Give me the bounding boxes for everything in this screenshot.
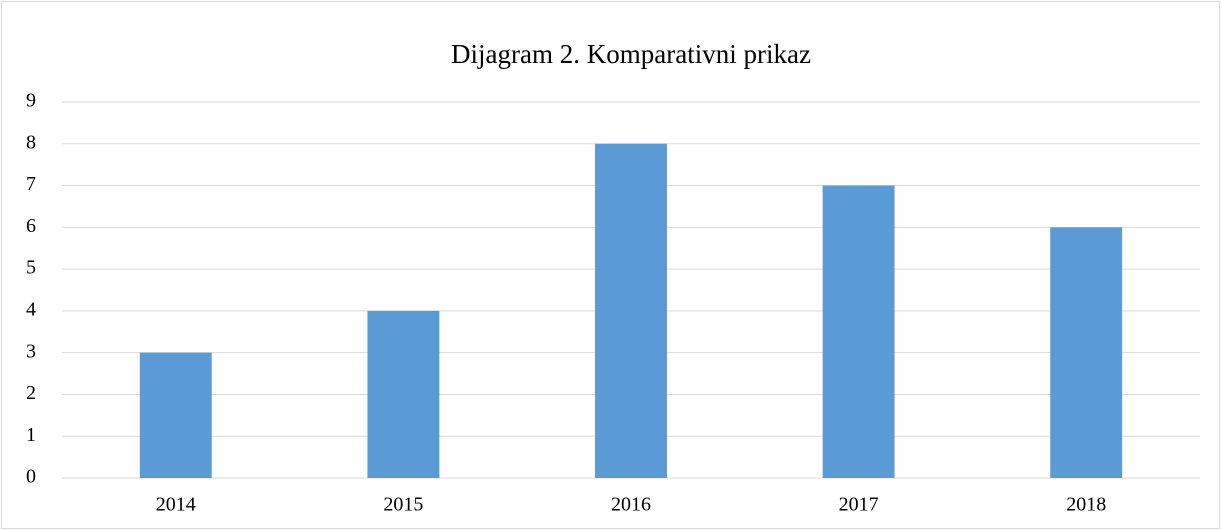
x-tick-label: 2015	[383, 494, 423, 516]
y-tick-label: 5	[26, 257, 36, 279]
bar	[139, 352, 212, 478]
x-tick-label: 2018	[1066, 494, 1106, 516]
y-tick-label: 9	[26, 90, 36, 112]
y-tick-label: 3	[26, 340, 36, 362]
y-tick-label: 2	[26, 382, 36, 404]
x-tick-label: 2014	[156, 494, 196, 516]
y-tick-label: 6	[26, 215, 36, 237]
y-tick-label: 0	[26, 466, 36, 488]
y-tick-label: 1	[26, 424, 36, 446]
y-tick-label: 4	[26, 298, 36, 320]
y-tick-label: 7	[26, 173, 36, 195]
bar	[822, 185, 895, 479]
bar	[367, 310, 440, 478]
bar	[1050, 227, 1123, 478]
x-tick-label: 2017	[839, 494, 879, 516]
chart-title: Dijagram 2. Komparativni prikaz	[451, 39, 811, 69]
x-tick-label: 2016	[611, 494, 651, 516]
bar	[595, 143, 667, 478]
y-tick-label: 8	[26, 131, 36, 153]
